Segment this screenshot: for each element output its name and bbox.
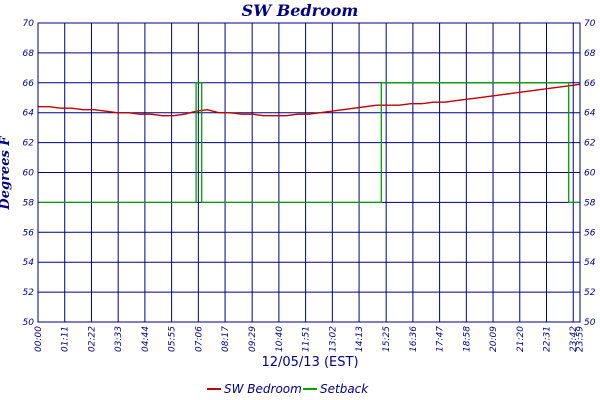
y-ticks-left: 50 52 54 56 58 60 62 64 66 68 70 (23, 19, 35, 328)
y-tick-label-right: 56 (584, 228, 596, 238)
x-tick-label: 18:58 (462, 326, 472, 352)
y-tick-label-right: 68 (584, 49, 596, 59)
y-tick-label-left: 68 (23, 49, 35, 59)
legend-item-sw-bedroom: SW Bedroom (207, 380, 302, 398)
y-tick-label-left: 50 (23, 318, 35, 328)
x-axis-label: 12/05/13 (EST) (210, 355, 410, 370)
x-tick-label: 03:33 (114, 326, 124, 352)
y-tick-label-right: 66 (584, 79, 596, 89)
x-tick-label: 10:40 (275, 326, 285, 352)
x-tick-label: 07:06 (194, 326, 204, 352)
x-tick-label: 02:22 (87, 326, 97, 352)
x-tick-label: 17:47 (436, 326, 446, 352)
y-tick-label-left: 62 (23, 139, 35, 149)
legend-swatch-setback (303, 388, 317, 390)
y-tick-label-right: 50 (584, 318, 596, 328)
y-tick-label-left: 54 (23, 258, 35, 268)
y-tick-label-right: 54 (584, 258, 596, 268)
legend: SW Bedroom Setback (0, 380, 600, 398)
legend-label-setback: Setback (320, 382, 368, 396)
y-tick-label-right: 62 (584, 139, 596, 149)
y-tick-label-left: 58 (23, 198, 35, 208)
x-tick-label: 22:31 (543, 326, 553, 352)
x-tick-label: 13:02 (328, 326, 338, 352)
x-tick-label: 04:44 (141, 326, 151, 352)
x-tick-label: 00:00 (34, 326, 44, 352)
y-tick-label-left: 70 (23, 19, 35, 29)
x-tick-label: 14:13 (355, 326, 365, 352)
series-line-sw-bedroom (38, 84, 580, 115)
y-tick-label-left: 60 (23, 169, 35, 179)
legend-label-sw-bedroom: SW Bedroom (224, 382, 302, 396)
x-tick-label: 20:09 (489, 326, 499, 352)
grid (38, 23, 580, 322)
x-tick-label: 11:51 (302, 326, 312, 352)
legend-item-setback: Setback (303, 380, 368, 398)
y-tick-label-right: 52 (584, 288, 596, 298)
x-tick-label: 23:59 (576, 326, 586, 352)
y-tick-label-right: 64 (584, 109, 596, 119)
y-tick-label-right: 58 (584, 198, 596, 208)
x-tick-label: 16:36 (409, 326, 419, 352)
x-tick-label: 01:11 (61, 326, 71, 352)
y-ticks-right: 50 52 54 56 58 60 62 64 66 68 70 (584, 19, 596, 328)
x-tick-label: 05:55 (168, 326, 178, 352)
x-tick-label: 08:17 (221, 326, 231, 352)
y-tick-label-right: 60 (584, 169, 596, 179)
y-axis-label: Degrees F (0, 113, 13, 233)
x-tick-label: 21:20 (516, 326, 526, 352)
x-ticks: 00:00 01:11 02:22 03:33 04:44 05:55 07:06 08:17… (34, 326, 586, 352)
y-tick-label-left: 52 (23, 288, 35, 298)
y-tick-label-left: 56 (23, 228, 35, 238)
y-tick-label-left: 66 (23, 79, 35, 89)
x-tick-label: 09:29 (248, 326, 258, 352)
x-tick-label: 15:25 (382, 326, 392, 352)
y-tick-label-right: 70 (584, 19, 596, 29)
y-tick-label-left: 64 (23, 109, 35, 119)
legend-swatch-sw-bedroom (207, 388, 221, 390)
